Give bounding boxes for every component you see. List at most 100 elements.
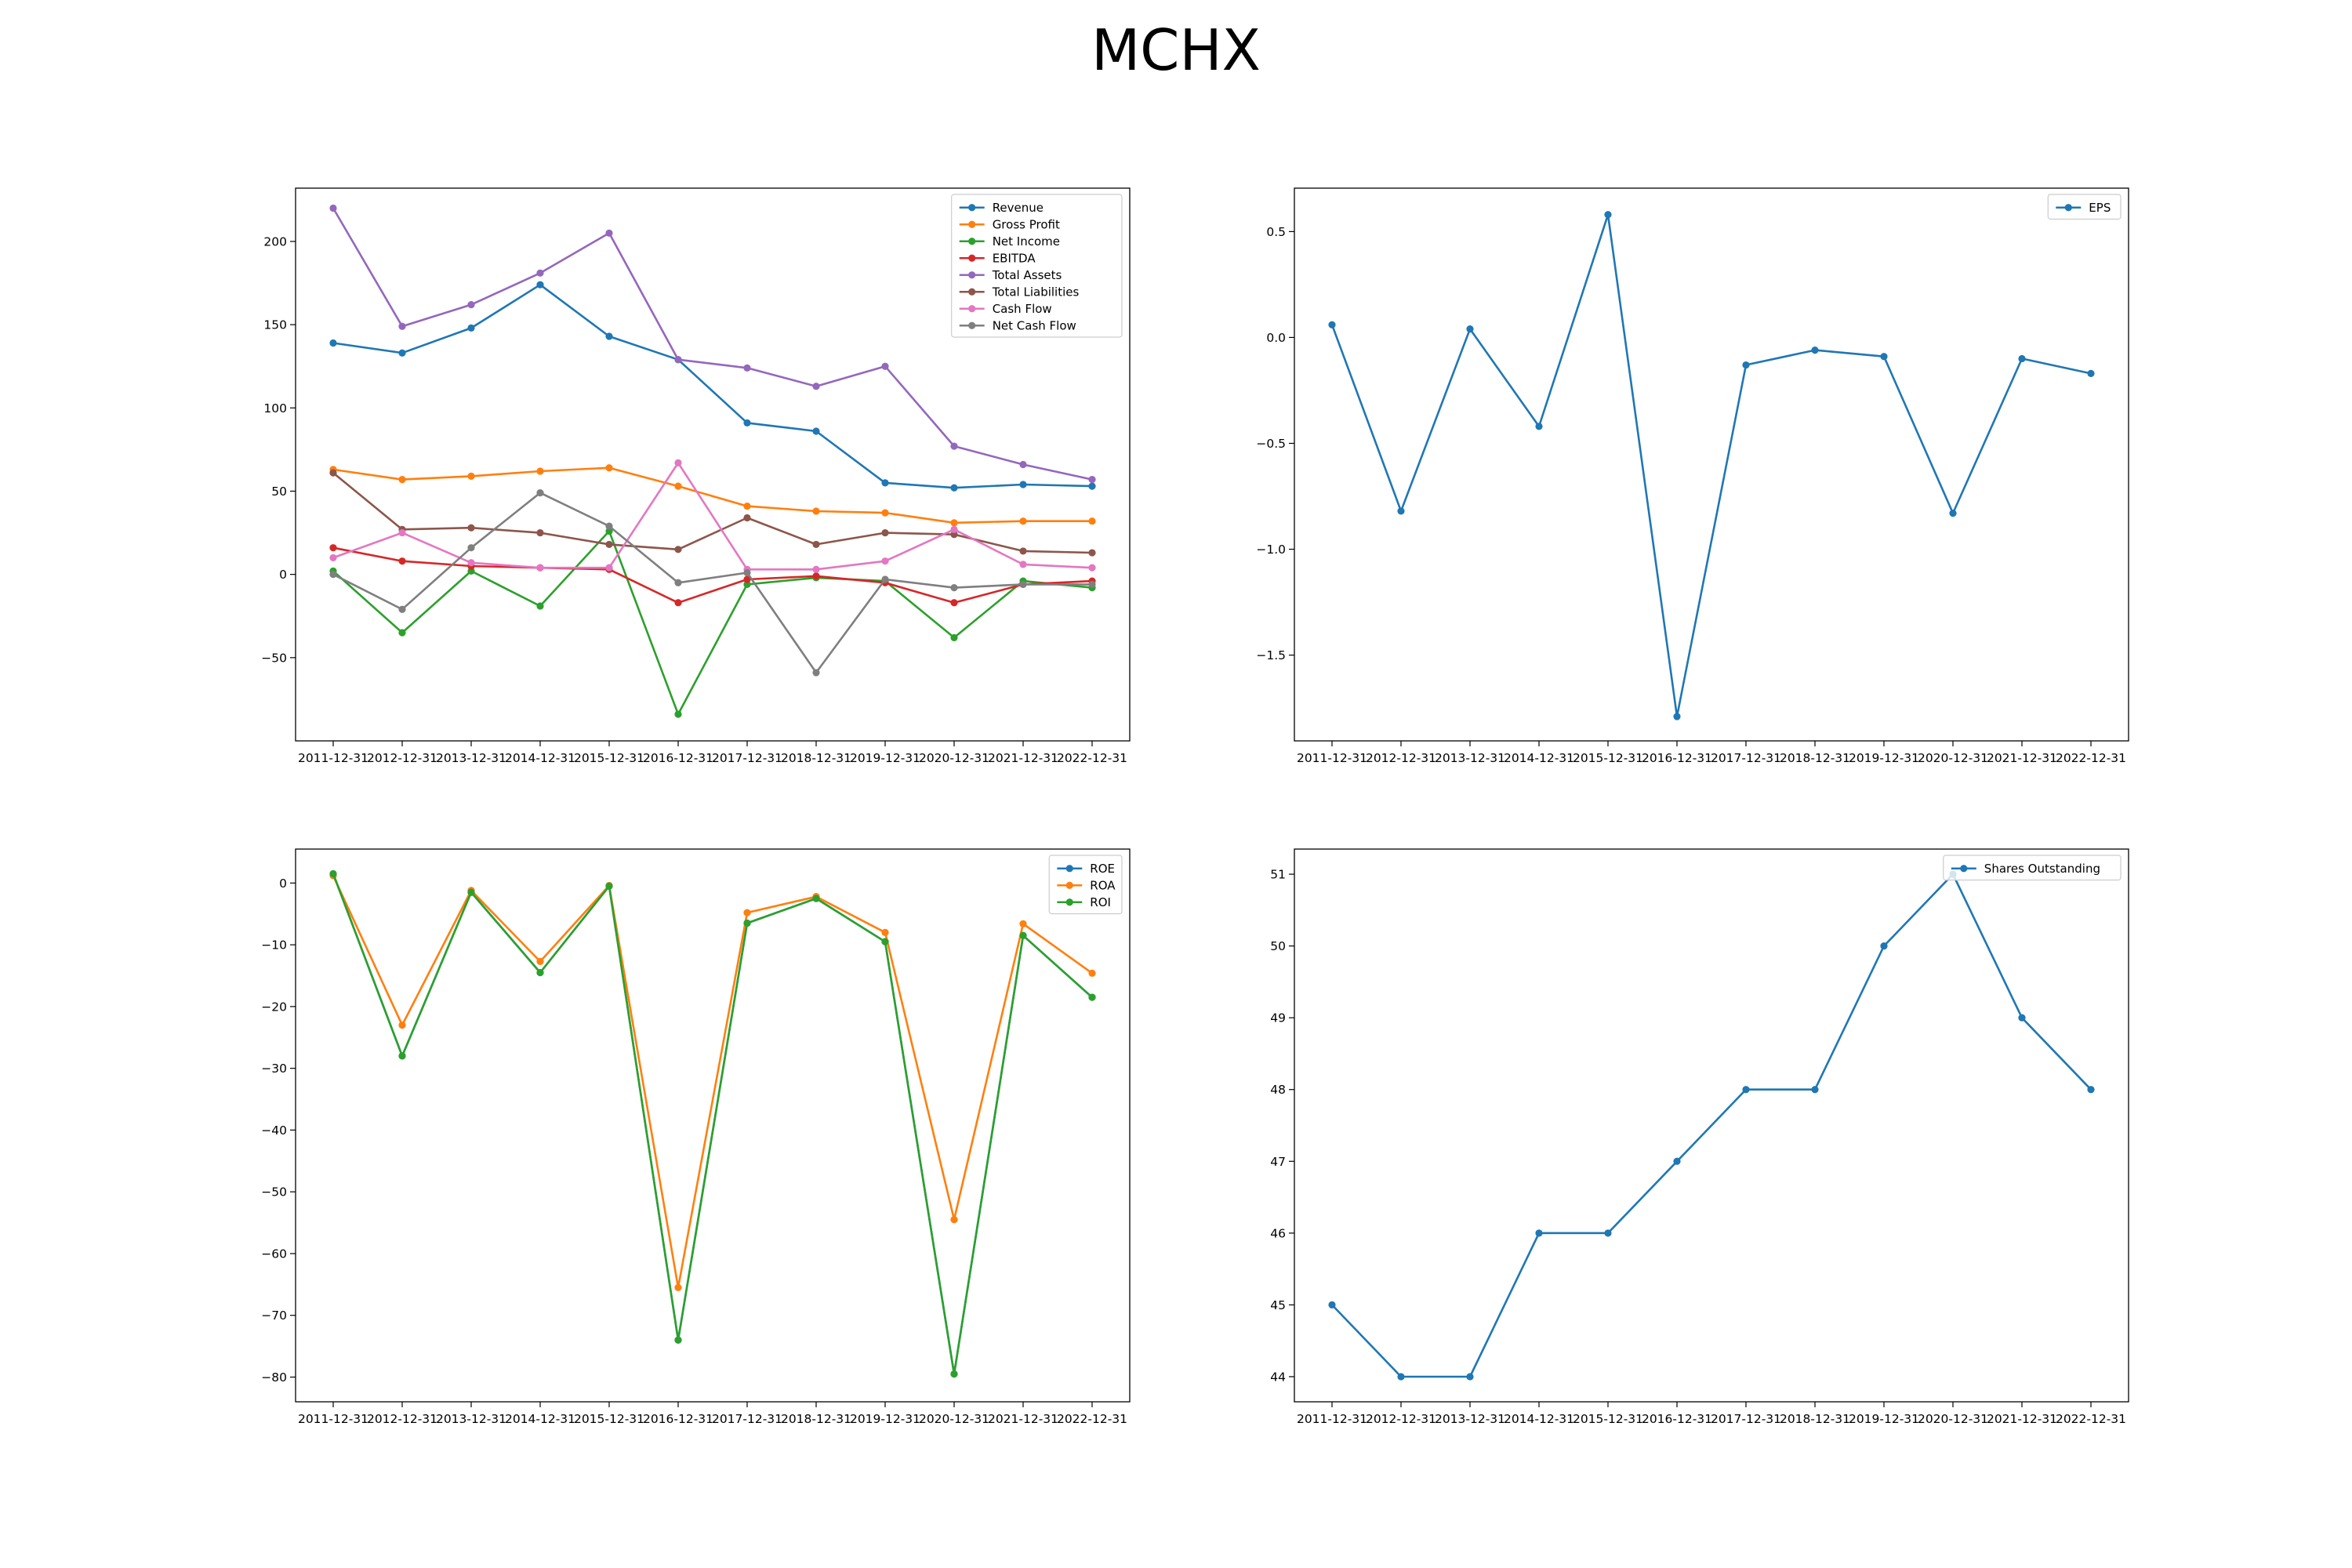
x-tick-label: 2015-12-31 <box>574 1412 644 1426</box>
series-line-total-liabilities <box>332 472 1093 554</box>
shares-outstanding-chart: 44 45 46 47 48 49 50 51 2011-12-312012-12-312013… <box>1270 848 2129 1426</box>
page-title: MCHX <box>1091 17 1261 83</box>
legend-label-revenue: Revenue <box>993 201 1044 215</box>
x-tick-label: 2014-12-31 <box>505 1412 575 1426</box>
x-tick-label: 2016-12-31 <box>643 1412 713 1426</box>
data-point-shares-outstanding <box>1328 1301 1336 1308</box>
data-point-total-assets <box>950 442 958 450</box>
data-point-revenue <box>812 427 820 435</box>
data-point-ebitda <box>674 599 682 607</box>
data-point-ebitda <box>329 544 337 552</box>
data-point-roi <box>1088 993 1096 1001</box>
data-point-shares-outstanding <box>1673 1157 1681 1165</box>
x-tick-label: 2015-12-31 <box>1573 751 1643 765</box>
legend-box <box>2047 194 2122 220</box>
data-point-eps <box>1328 321 1336 328</box>
x-tick-label: 2019-12-31 <box>850 1412 920 1426</box>
data-point-net-income <box>605 527 613 535</box>
data-point-eps <box>1535 423 1543 430</box>
axes-frame <box>1294 848 2129 1403</box>
x-tick-label: 2012-12-31 <box>367 1412 437 1426</box>
data-point-shares-outstanding <box>1466 1373 1474 1381</box>
data-point-shares-outstanding <box>1397 1373 1405 1381</box>
y-tick-label: 49 <box>1270 1011 1286 1025</box>
data-point-total-assets <box>329 204 337 212</box>
data-point-net-cash-flow <box>812 669 820 677</box>
axes-frame <box>295 187 1131 742</box>
data-point-shares-outstanding <box>1880 942 1888 950</box>
data-point-eps <box>2018 354 2026 363</box>
data-point-roi <box>467 888 475 896</box>
data-point-net-income <box>467 567 475 575</box>
data-point-net-cash-flow <box>467 544 475 552</box>
x-tick-label: 2012-12-31 <box>1366 1412 1436 1426</box>
data-point-cash-flow <box>1088 564 1096 572</box>
axes-frame <box>1294 187 2129 742</box>
series-line-cash-flow <box>332 462 1093 571</box>
data-point-revenue <box>1019 481 1027 488</box>
legend-marker-roa <box>1065 881 1073 889</box>
data-point-total-liabilities <box>1088 549 1096 557</box>
y-tick-label: 0.0 <box>1266 331 1286 345</box>
y-tick-label: −70 <box>261 1308 287 1323</box>
x-tick-label: 2017-12-31 <box>1711 1412 1781 1426</box>
legend-marker-total-assets <box>968 271 976 279</box>
data-point-total-assets <box>743 364 751 372</box>
data-point-roa <box>536 957 544 965</box>
legend-marker-roi <box>1065 898 1073 906</box>
x-tick-label: 2017-12-31 <box>712 751 782 765</box>
data-point-net-cash-flow <box>536 488 544 497</box>
legend-marker-gross-profit <box>968 220 976 228</box>
data-point-eps <box>1949 510 1957 517</box>
legend-marker-cash-flow <box>968 305 976 313</box>
legend-label-total-liabilities: Total Liabilities <box>992 285 1080 299</box>
series-line-net-income <box>332 530 1093 716</box>
x-tick-label: 2012-12-31 <box>1366 751 1436 765</box>
x-tick-label: 2021-12-31 <box>1987 751 2057 765</box>
legend-marker-net-cash-flow <box>968 321 976 329</box>
y-tick-label: 48 <box>1270 1083 1286 1097</box>
y-tick-label: −50 <box>261 1185 287 1200</box>
x-tick-label: 2014-12-31 <box>505 751 575 765</box>
data-point-total-liabilities <box>536 528 544 537</box>
legend-marker-roe <box>1065 865 1073 873</box>
data-point-eps <box>1811 347 1819 354</box>
data-point-shares-outstanding <box>2018 1014 2026 1022</box>
data-point-total-liabilities <box>881 528 889 537</box>
legend-label-ebitda: EBITDA <box>993 251 1036 265</box>
data-point-revenue <box>398 349 406 357</box>
data-point-roi <box>950 1370 958 1378</box>
data-point-total-liabilities <box>467 524 475 532</box>
legend-label-shares-outstanding: Shares Outstanding <box>1984 862 2100 876</box>
data-point-eps <box>1397 507 1405 515</box>
data-point-cash-flow <box>536 564 544 572</box>
data-point-gross-profit <box>1088 517 1096 525</box>
y-tick-label: 45 <box>1270 1298 1286 1312</box>
data-point-roa <box>674 1283 682 1291</box>
data-point-eps <box>1742 361 1750 369</box>
legend-marker-net-income <box>968 238 976 245</box>
y-tick-label: −0.5 <box>1256 437 1286 451</box>
x-tick-label: 2015-12-31 <box>1573 1412 1643 1426</box>
data-point-net-income <box>674 710 682 718</box>
data-point-roi <box>812 895 820 902</box>
y-tick-label: −20 <box>261 1000 287 1014</box>
data-point-revenue <box>881 479 889 487</box>
legend-marker-shares-outstanding <box>1960 865 1968 873</box>
data-point-cash-flow <box>674 459 682 466</box>
x-tick-label: 2013-12-31 <box>436 751 506 765</box>
legend-label-roa: ROA <box>1090 878 1116 892</box>
y-tick-label: 0 <box>279 877 287 891</box>
legend: Revenue Gross Profit Net Income EBITDA Total… <box>951 194 1123 338</box>
series-line-ebitda <box>332 546 1093 604</box>
y-tick-label: 0 <box>279 568 287 582</box>
data-point-net-cash-flow <box>398 605 406 613</box>
x-tick-label: 2018-12-31 <box>781 751 851 765</box>
data-point-roi <box>398 1052 406 1060</box>
data-point-roa <box>1019 920 1027 927</box>
data-point-cash-flow <box>329 554 337 562</box>
data-point-roi <box>743 919 751 927</box>
data-point-total-liabilities <box>1019 547 1027 555</box>
x-tick-label: 2020-12-31 <box>1918 751 1988 765</box>
series-line-shares-outstanding <box>1331 873 2092 1378</box>
